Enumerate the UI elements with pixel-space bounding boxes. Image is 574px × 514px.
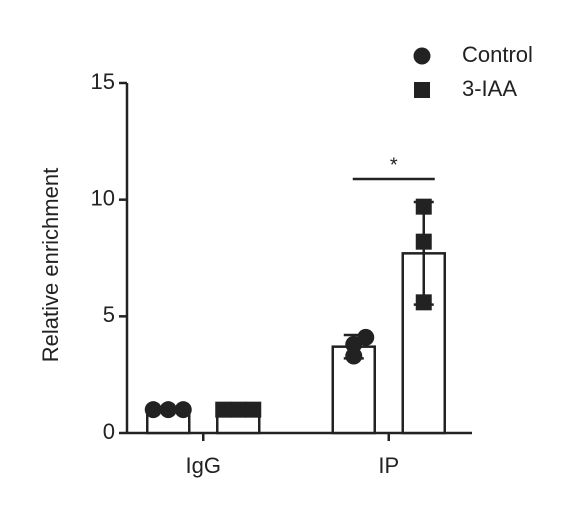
data-point (215, 401, 232, 418)
y-tick-label: 15 (91, 69, 115, 94)
y-tick-label: 0 (103, 419, 115, 444)
data-point (174, 401, 192, 419)
y-tick-label: 10 (91, 185, 115, 210)
data-point (415, 198, 432, 215)
data-point (230, 401, 247, 418)
data-point (144, 401, 162, 419)
data-point (345, 335, 363, 353)
data-point (415, 294, 432, 311)
data-point (245, 401, 262, 418)
bar (331, 345, 376, 435)
legend-marker (413, 47, 431, 65)
legend-label: Control (462, 42, 533, 67)
significance-label: * (390, 154, 398, 176)
y-axis-label: Relative enrichment (38, 168, 63, 362)
bar (401, 252, 446, 435)
y-tick-label: 5 (103, 302, 115, 327)
x-tick-label: IP (378, 453, 399, 478)
legend-marker (414, 82, 430, 98)
x-tick-label: IgG (186, 453, 221, 478)
data-point (159, 401, 177, 419)
data-point (415, 233, 432, 250)
legend-label: 3-IAA (462, 76, 517, 101)
data-point (345, 347, 363, 365)
